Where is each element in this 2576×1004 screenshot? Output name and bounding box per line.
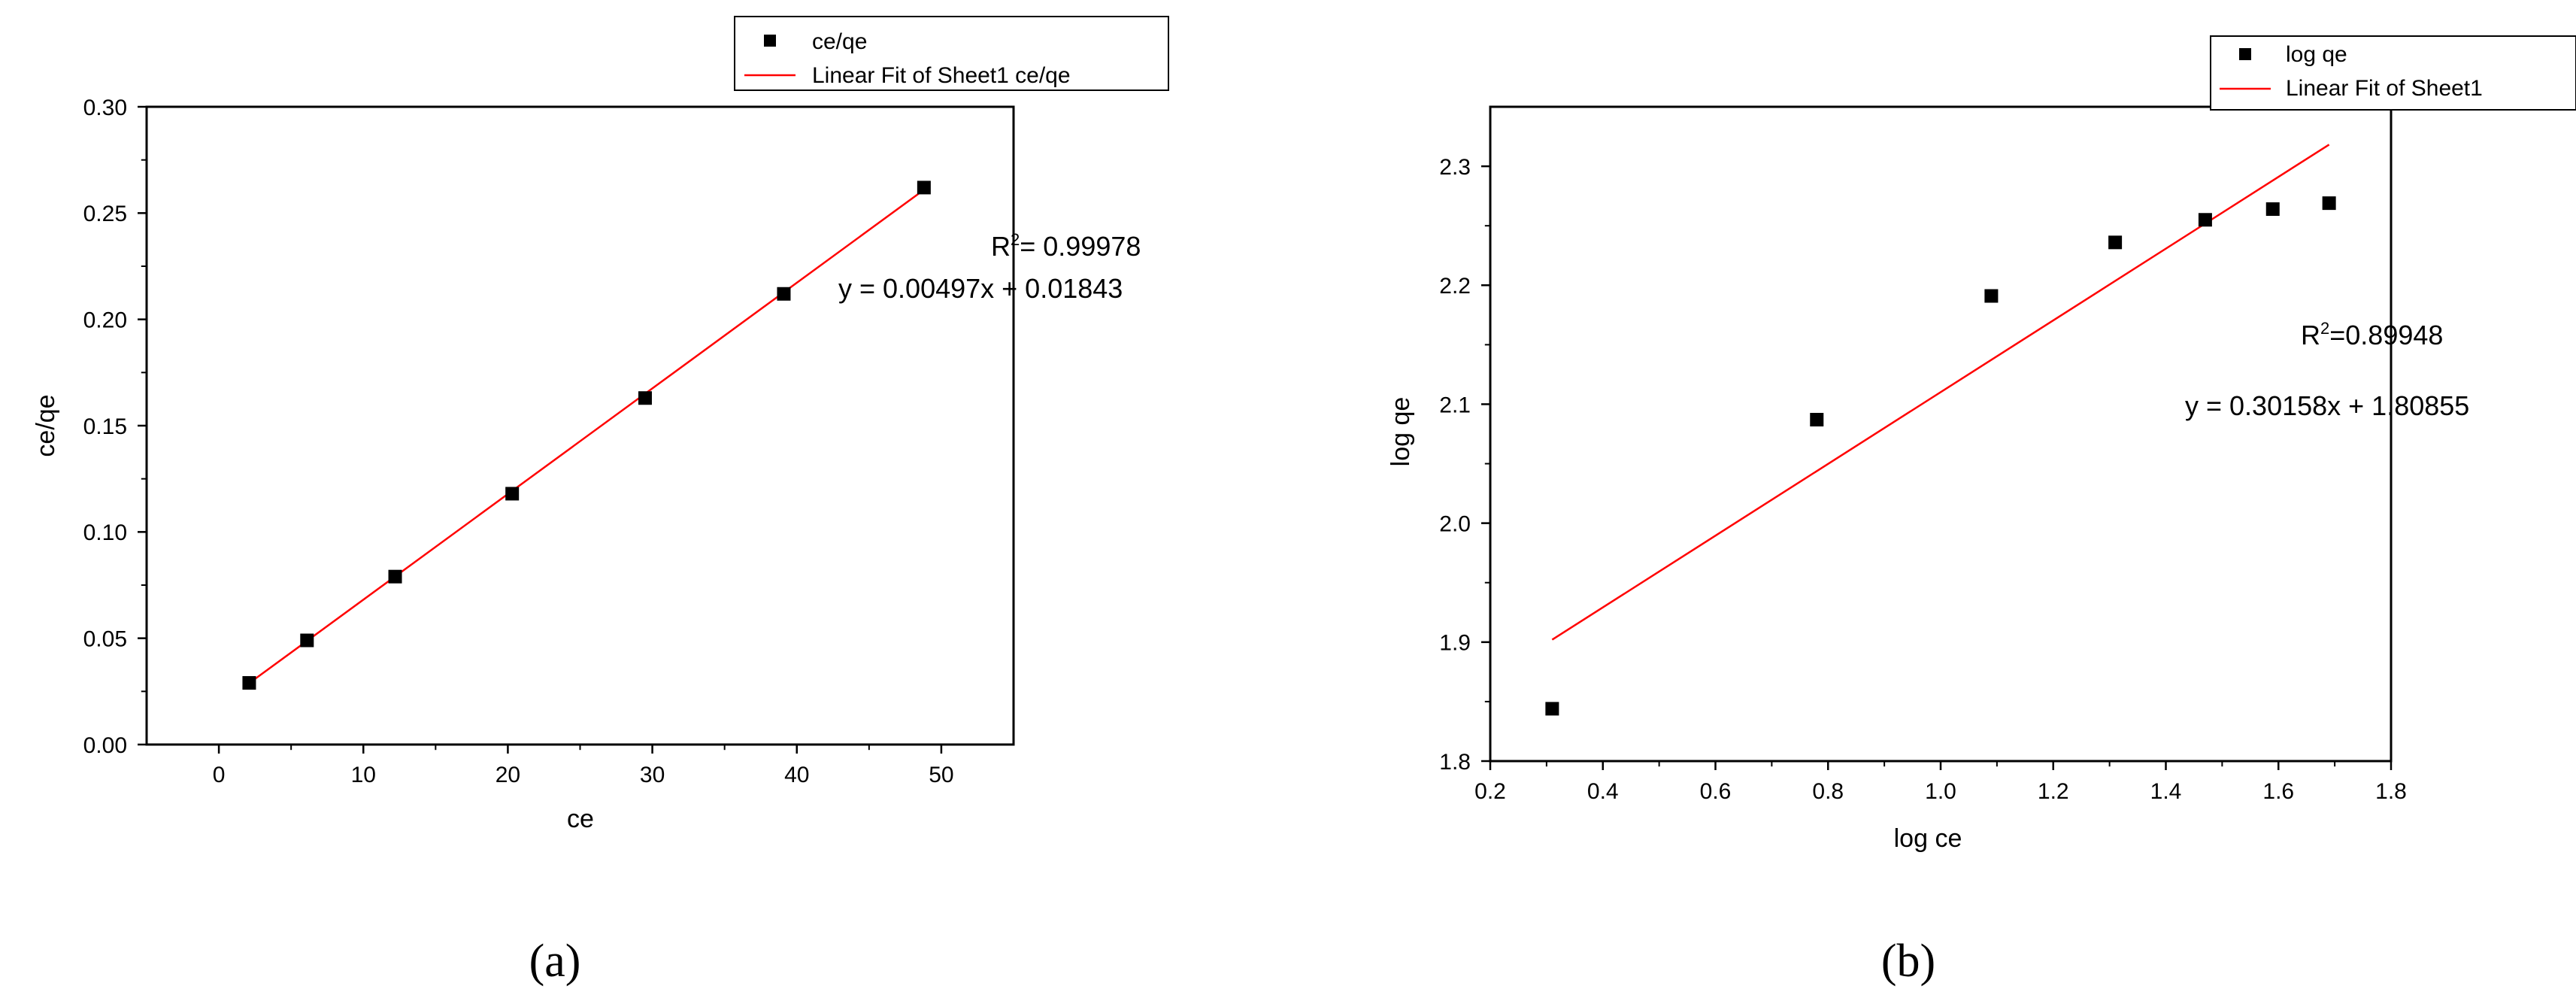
chart-b: 0.2 0.4 0.6 0.8 1.0 1.2 1.4 1.6 1.8 1.8 1.9 2.0 2.1 2…: [1386, 35, 2576, 987]
chart-b-legend-label-fit: Linear Fit of Sheet1: [2286, 76, 2483, 101]
chart-b-panel-label: (b): [1881, 936, 1935, 987]
x-tick-label: 30: [640, 763, 665, 787]
chart-b-legend-frame: [2210, 35, 2576, 111]
chart-b-fit-line: [1551, 144, 2330, 641]
y-tick-label: 0.00: [83, 733, 127, 758]
data-point: [300, 633, 314, 648]
chart-a-panel-label: (a): [529, 936, 581, 987]
chart-a-plot-frame: [145, 105, 1015, 746]
y-tick-label: 2.0: [1439, 511, 1471, 536]
chart-b-equation-annotation: y = 0.30158x + 1.80855: [2185, 390, 2469, 421]
chart-a-r2-letter: R: [991, 231, 1011, 262]
data-point: [2322, 196, 2336, 211]
chart-b-r2-value: =0.89948: [2329, 320, 2443, 350]
chart-a-r2-annotation: R2= 0.99978: [991, 230, 1141, 262]
x-tick-label: 1.2: [2038, 779, 2069, 804]
data-point: [2108, 235, 2123, 250]
x-tick-label: 10: [351, 763, 376, 787]
x-tick-label: 1.4: [2150, 779, 2182, 804]
y-tick-label: 1.8: [1439, 750, 1471, 775]
data-point: [242, 676, 256, 690]
y-tick-label: 2.1: [1439, 393, 1471, 417]
chart-a: 0 10 20 30 40 500.000.050.100.150.200.250.30 …: [32, 16, 1169, 987]
data-point: [1810, 413, 1824, 427]
chart-b-points: [1545, 196, 2336, 716]
x-tick-label: 40: [784, 763, 809, 787]
chart-a-legend-square-icon: [764, 35, 776, 47]
x-tick-label: 20: [496, 763, 520, 787]
chart-b-legend: log qe Linear Fit of Sheet1: [2210, 35, 2576, 111]
chart-b-r2-annotation: R2=0.89948: [2301, 319, 2443, 350]
y-tick-label: 2.3: [1439, 155, 1471, 180]
chart-a-fit-line: [248, 189, 925, 684]
y-tick-label: 0.20: [83, 308, 127, 332]
chart-a-equation-annotation: y = 0.00497x + 0.01843: [838, 273, 1123, 304]
chart-a-x-axis-label: ce: [567, 805, 594, 833]
chart-b-r2-superscript: 2: [2320, 319, 2329, 338]
y-tick-label: 1.9: [1439, 631, 1471, 656]
x-tick-label: 0.8: [1812, 779, 1844, 804]
chart-a-legend-label-points: ce/qe: [812, 29, 867, 54]
chart-a-legend: ce/qe Linear Fit of Sheet1 ce/qe: [734, 16, 1169, 91]
chart-b-plot-frame: [1489, 105, 2393, 763]
x-tick-label: 0.4: [1587, 779, 1619, 804]
y-tick-label: 0.25: [83, 202, 127, 226]
x-tick-label: 50: [929, 763, 953, 787]
chart-a-r2-value: = 0.99978: [1020, 231, 1141, 262]
data-point: [2265, 202, 2280, 217]
x-tick-label: 1.8: [2375, 779, 2407, 804]
data-point: [2198, 213, 2212, 227]
y-tick-label: 0.30: [83, 96, 127, 120]
data-point: [1545, 702, 1559, 716]
chart-a-legend-frame: [734, 16, 1169, 91]
y-tick-label: 0.10: [83, 520, 127, 545]
data-point: [638, 391, 652, 405]
chart-a-ticks: [138, 105, 943, 754]
x-tick-label: 0: [213, 763, 226, 787]
y-tick-label: 0.15: [83, 414, 127, 439]
x-tick-label: 1.6: [2262, 779, 2294, 804]
data-point: [505, 487, 520, 501]
x-tick-label: 0.6: [1700, 779, 1732, 804]
chart-b-ticklabels: 0.2 0.4 0.6 0.8 1.0 1.2 1.4 1.6 1.8 1.8 1.9 2.0 2.1 2…: [1439, 155, 2407, 804]
x-tick-label: 1.0: [1925, 779, 1956, 804]
chart-b-legend-square-icon: [2239, 48, 2251, 60]
data-point: [777, 287, 791, 301]
chart-a-points: [242, 180, 931, 690]
y-tick-label: 0.05: [83, 626, 127, 651]
chart-b-x-axis-label: log ce: [1894, 824, 1962, 853]
chart-a-y-axis-label: ce/qe: [32, 394, 60, 457]
chart-b-legend-label-points: log qe: [2286, 42, 2347, 67]
chart-b-ticks: [1481, 165, 2393, 770]
chart-a-ticklabels: 0 10 20 30 40 50 0.00 0.05 0.10 0.15 0.20 0.25 0.30: [83, 96, 954, 787]
data-point: [1984, 289, 1999, 303]
chart-a-r2-superscript: 2: [1011, 230, 1020, 249]
x-tick-label: 0.2: [1474, 779, 1506, 804]
chart-b-y-axis-label: log qe: [1386, 397, 1415, 467]
data-point: [917, 180, 931, 195]
data-point: [388, 569, 402, 584]
chart-a-legend-label-fit: Linear Fit of Sheet1 ce/qe: [812, 63, 1071, 88]
y-tick-label: 2.2: [1439, 274, 1471, 299]
chart-b-r2-letter: R: [2301, 320, 2320, 350]
